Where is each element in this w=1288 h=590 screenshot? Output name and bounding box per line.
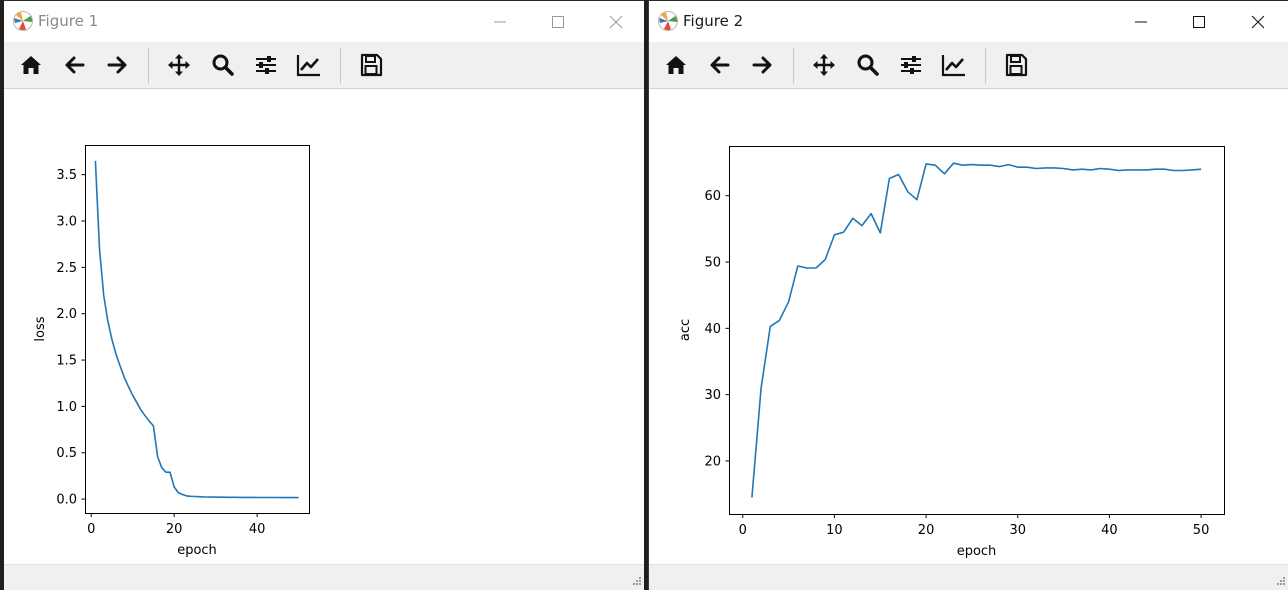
back-button[interactable] xyxy=(60,51,90,79)
save-icon xyxy=(360,53,383,77)
series-line xyxy=(94,160,299,499)
minimize-icon xyxy=(1135,21,1147,23)
minimize-icon xyxy=(494,21,506,23)
loss-plot[interactable]: 0 20 40 0.0 0.5 1.0 1.5 2.0 2.5 3.0 3.5 epoch loss xyxy=(4,1,644,566)
home-icon xyxy=(666,56,686,74)
y-tick-label: 1.5 xyxy=(56,354,77,369)
back-icon xyxy=(65,56,85,74)
y-tick-label: 2.0 xyxy=(56,307,77,322)
y-axis-label: loss xyxy=(33,316,48,341)
close-button[interactable] xyxy=(1244,8,1272,36)
axes-frame xyxy=(729,146,1225,515)
matplotlib-app-icon xyxy=(658,11,678,31)
forward-button[interactable] xyxy=(102,51,132,79)
home-icon xyxy=(21,56,41,74)
y-tick-label: 1.0 xyxy=(56,400,77,415)
forward-icon xyxy=(107,56,127,74)
edit-axis-button[interactable] xyxy=(939,51,969,79)
navigation-toolbar xyxy=(4,42,644,89)
y-tick-label: 50 xyxy=(704,256,721,271)
y-tick-label: 20 xyxy=(704,454,721,469)
window-title: Figure 2 xyxy=(683,12,744,30)
x-axis-label: epoch xyxy=(177,543,217,558)
window-title: Figure 1 xyxy=(38,12,99,30)
zoom-icon xyxy=(857,54,879,76)
edit-axis-icon xyxy=(296,55,320,77)
back-icon xyxy=(710,56,730,74)
axes-frame xyxy=(85,145,310,514)
y-tick-label: 0.5 xyxy=(56,446,77,461)
status-bar xyxy=(649,564,1288,590)
x-tick-label: 30 xyxy=(1009,523,1026,538)
y-tick-label: 3.0 xyxy=(56,215,77,230)
configure-subplots-button[interactable] xyxy=(251,51,281,79)
maximize-icon xyxy=(552,16,564,28)
close-icon xyxy=(1251,15,1265,29)
x-tick-label: 20 xyxy=(166,522,183,537)
minimize-button[interactable] xyxy=(486,8,514,36)
edit-axis-icon xyxy=(941,55,965,77)
y-tick-label: 3.5 xyxy=(56,168,77,183)
save-button[interactable] xyxy=(1001,51,1031,79)
configure-subplots-button[interactable] xyxy=(896,51,926,79)
title-bar[interactable]: Figure 2 xyxy=(649,1,1288,42)
x-tick-label: 20 xyxy=(918,523,935,538)
y-tick-label: 40 xyxy=(704,322,721,337)
resize-grip-icon[interactable] xyxy=(631,577,641,587)
home-button[interactable] xyxy=(16,51,46,79)
pan-icon xyxy=(813,54,835,76)
figure-1-window: Figure 1 xyxy=(0,0,644,590)
matplotlib-app-icon xyxy=(13,11,33,31)
pan-icon xyxy=(168,54,190,76)
x-tick-label: 40 xyxy=(249,522,266,537)
maximize-icon xyxy=(1193,16,1205,28)
home-button[interactable] xyxy=(661,51,691,79)
forward-button[interactable] xyxy=(747,51,777,79)
back-button[interactable] xyxy=(705,51,735,79)
configure-subplots-icon xyxy=(901,56,921,74)
y-tick-label: 2.5 xyxy=(56,261,77,276)
save-button[interactable] xyxy=(356,51,386,79)
status-bar xyxy=(4,564,644,590)
y-tick-label: 0.0 xyxy=(56,493,77,508)
y-tick-label: 60 xyxy=(704,189,721,204)
toolbar-separator xyxy=(793,48,794,84)
toolbar-separator xyxy=(985,48,986,84)
configure-subplots-icon xyxy=(256,56,276,74)
navigation-toolbar xyxy=(649,42,1288,89)
pan-button[interactable] xyxy=(809,51,839,79)
edit-axis-button[interactable] xyxy=(294,51,324,79)
maximize-button[interactable] xyxy=(1185,8,1213,36)
forward-icon xyxy=(752,56,772,74)
zoom-button[interactable] xyxy=(853,51,883,79)
maximize-button[interactable] xyxy=(544,8,572,36)
figure-2-window: Figure 2 xyxy=(648,0,1288,590)
toolbar-separator xyxy=(340,48,341,84)
x-tick-label: 10 xyxy=(826,523,843,538)
minimize-button[interactable] xyxy=(1127,8,1155,36)
zoom-icon xyxy=(212,54,234,76)
title-bar[interactable]: Figure 1 xyxy=(4,1,644,42)
close-button[interactable] xyxy=(602,8,630,36)
save-icon xyxy=(1005,53,1028,77)
acc-plot[interactable]: 0 10 20 30 40 50 20 30 40 50 60 epoch acc xyxy=(649,1,1288,566)
x-axis-label: epoch xyxy=(957,544,997,559)
y-axis-label: acc xyxy=(678,319,693,341)
x-tick-label: 0 xyxy=(739,523,747,538)
y-tick-label: 30 xyxy=(704,388,721,403)
x-tick-label: 0 xyxy=(87,522,95,537)
resize-grip-icon[interactable] xyxy=(1275,577,1285,587)
x-tick-label: 40 xyxy=(1101,523,1118,538)
zoom-button[interactable] xyxy=(208,51,238,79)
pan-button[interactable] xyxy=(164,51,194,79)
series-line xyxy=(751,162,1202,498)
toolbar-separator xyxy=(148,48,149,84)
x-tick-label: 50 xyxy=(1193,523,1210,538)
close-icon xyxy=(609,15,623,29)
